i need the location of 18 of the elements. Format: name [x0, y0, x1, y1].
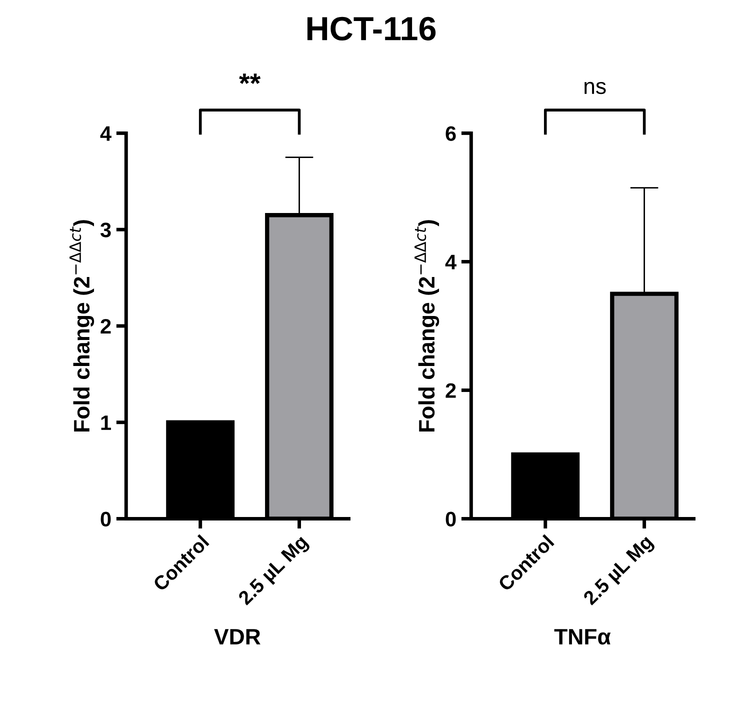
y-tick-label: 4 [445, 254, 456, 270]
y-tick-label: 2 [446, 383, 456, 398]
y-tick-label: 2 [100, 318, 111, 334]
y-tick-label: 3 [100, 222, 111, 238]
x-tick-label: 2.5 µL Mg [582, 534, 656, 608]
y-tick-label: 0 [100, 512, 111, 526]
text: ** [239, 74, 261, 84]
x-tick-label: 2.5 µL Mg [237, 534, 312, 608]
chart-title: HCT-116 [307, 16, 436, 40]
text: ns [584, 82, 606, 94]
y-tick-label: 4 [100, 126, 112, 141]
y-tick-label: 0 [446, 512, 456, 526]
y-tick-label: 6 [446, 126, 456, 141]
x-axis-title: TNFα [554, 629, 611, 645]
y-axis-title: Fold change (2$^{−ΔΔct}$) [70, 220, 94, 432]
x-axis-title: VDR [214, 629, 260, 644]
y-axis-title: Fold change (2$^{−ΔΔct}$) [414, 220, 440, 432]
y-tick-label: 1 [101, 416, 111, 430]
